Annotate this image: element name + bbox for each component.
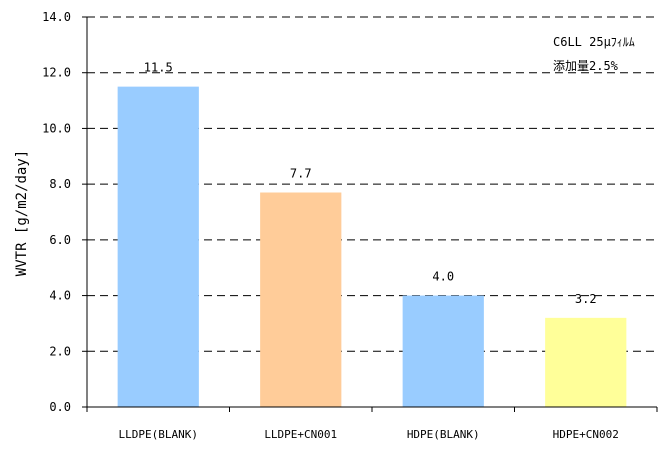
bar-3 <box>545 317 627 407</box>
y-tick-label-6: 12.0 <box>42 66 71 80</box>
x-tick-labels: LLDPE(BLANK) LLDPE+CN001 HDPE(BLANK) HDPE+C… <box>86 407 658 441</box>
y-tick-label-3: 6.0 <box>49 233 71 247</box>
y-tick-label-1: 2.0 <box>49 344 71 358</box>
data-label-3: 3.2 <box>575 292 597 306</box>
annotation-film: C6LL 25μﾌｨﾙﾑ <box>553 35 635 49</box>
y-tick-label-5: 10.0 <box>42 121 71 135</box>
data-label-0: 11.5 <box>144 61 173 75</box>
data-label-1: 7.7 <box>290 167 312 181</box>
y-tick-labels: 0.0 2.0 4.0 6.0 8.0 10.0 12.0 14.0 <box>42 10 87 414</box>
data-label-2: 4.0 <box>432 270 454 284</box>
x-tick-label-1: LLDPE+CN001 <box>264 428 337 441</box>
bar-1 <box>260 192 342 407</box>
annotation-additive: 添加量2.5% <box>553 59 619 73</box>
y-tick-label-0: 0.0 <box>49 400 71 414</box>
x-tick-label-2: HDPE(BLANK) <box>407 428 480 441</box>
x-tick-label-3: HDPE+CN002 <box>553 428 619 441</box>
y-axis-title: WVTR [g/m2/day] <box>14 150 30 276</box>
data-labels: 11.5 7.7 4.0 3.2 <box>144 61 597 306</box>
y-tick-label-4: 8.0 <box>49 177 71 191</box>
bars <box>117 86 627 408</box>
x-tick-label-0: LLDPE(BLANK) <box>119 428 198 441</box>
bar-0 <box>117 86 199 408</box>
y-tick-label-2: 4.0 <box>49 289 71 303</box>
y-tick-label-7: 14.0 <box>42 10 71 24</box>
bar-2 <box>402 295 484 407</box>
